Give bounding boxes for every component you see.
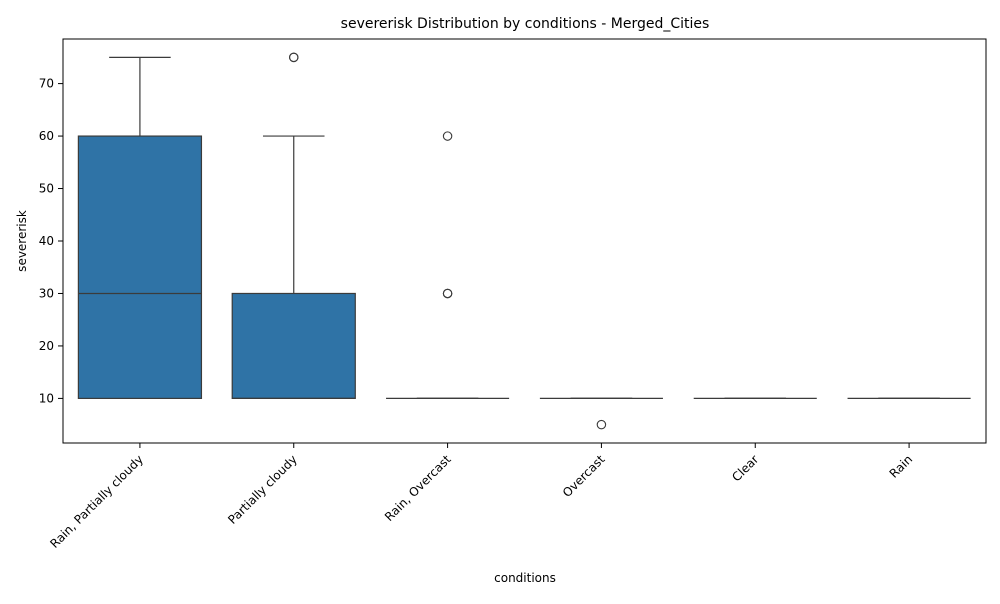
x-tick-label: Rain, Partially cloudy <box>47 452 146 551</box>
x-axis-label: conditions <box>494 571 556 585</box>
box-iqr <box>77 135 203 400</box>
y-tick-label: 30 <box>39 286 54 300</box>
y-tick-label: 70 <box>39 77 54 91</box>
x-tick-label: Rain, Overcast <box>382 452 454 524</box>
chart-title: severerisk Distribution by conditions - … <box>341 16 710 32</box>
y-tick-label: 50 <box>39 182 54 196</box>
y-tick-label: 10 <box>39 391 54 405</box>
y-axis-label: severerisk <box>15 210 29 272</box>
y-tick-label: 60 <box>39 129 54 143</box>
y-tick-label: 20 <box>39 339 54 353</box>
x-tick-label: Partially cloudy <box>225 452 300 527</box>
outlier-point <box>442 288 453 299</box>
box-iqr <box>231 292 356 400</box>
plot-area: 10 20 30 40 50 60 70 Rain, Partially cloudy Part… <box>39 38 987 551</box>
outlier-point <box>442 131 453 141</box>
x-tick-label: Clear <box>729 452 761 484</box>
y-tick-label: 40 <box>39 234 54 248</box>
outlier-point <box>596 419 607 430</box>
outlier-point <box>288 52 299 63</box>
x-tick-label: Overcast <box>560 452 608 500</box>
x-tick-label: Rain <box>887 452 916 481</box>
